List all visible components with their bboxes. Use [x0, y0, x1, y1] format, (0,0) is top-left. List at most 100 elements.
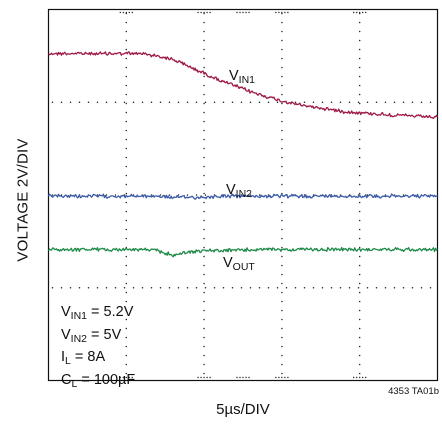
- grid-dot: [366, 287, 369, 289]
- grid-dot: [281, 327, 283, 330]
- grid-dot: [96, 194, 99, 196]
- grid-dot: [245, 376, 247, 379]
- grid-dot: [125, 12, 128, 15]
- grid-dot: [281, 174, 283, 177]
- grid-dot: [105, 287, 108, 289]
- grid-dot: [186, 101, 189, 104]
- grid-dot: [281, 246, 283, 249]
- grid-dot: [132, 287, 135, 289]
- grid-dot: [125, 75, 128, 78]
- grid-dot: [125, 147, 128, 150]
- grid-dot: [96, 101, 99, 104]
- grid-dot: [248, 11, 250, 14]
- grid-dot: [281, 138, 283, 141]
- grid-dot: [203, 66, 205, 69]
- grid-dot: [203, 75, 205, 78]
- grid-dot: [312, 287, 315, 289]
- grid-dot: [125, 376, 128, 379]
- grid-dot: [275, 11, 277, 14]
- grid-dot: [203, 11, 205, 14]
- grid-dot: [203, 48, 205, 51]
- grid-dot: [321, 287, 324, 289]
- grid-dot: [281, 237, 283, 240]
- grid-dot: [195, 194, 198, 196]
- trace-vin2: [47, 193, 438, 200]
- grid-dot: [87, 287, 90, 289]
- grid-dot: [203, 201, 205, 204]
- grid-dot: [69, 101, 72, 104]
- grid-dot: [358, 327, 361, 330]
- grid-dot: [203, 282, 205, 285]
- grid-dot: [203, 147, 205, 150]
- grid-dot: [125, 120, 128, 123]
- grid-dot: [125, 309, 128, 312]
- grid-dot: [281, 183, 283, 186]
- grid-dot: [159, 194, 162, 196]
- grid-dot: [203, 228, 205, 231]
- grid-dot: [114, 194, 117, 196]
- grid-dot: [358, 120, 361, 123]
- figure-id: 4353 TA01b: [388, 386, 439, 397]
- grid-dot: [356, 11, 358, 14]
- grid-dot: [204, 101, 207, 104]
- grid-dot: [186, 194, 189, 196]
- trace-vout: [47, 246, 438, 258]
- grid-dot: [203, 363, 205, 366]
- grid-dot: [125, 66, 128, 69]
- grid-dot: [125, 93, 128, 96]
- grid-dot: [125, 156, 128, 159]
- grid-dot: [240, 287, 243, 289]
- grid-dot: [203, 192, 205, 195]
- grid-dot: [358, 12, 361, 15]
- grid-dot: [281, 291, 283, 294]
- grid-dot: [321, 101, 324, 104]
- grid-dot: [125, 210, 128, 213]
- grid-dot: [362, 376, 364, 379]
- grid-dot: [281, 11, 283, 14]
- grid-dot: [287, 376, 289, 379]
- grid-dot: [236, 11, 238, 14]
- grid-dot: [365, 11, 367, 14]
- grid-dot: [276, 101, 279, 104]
- grid-dot: [303, 287, 306, 289]
- grid-dot: [281, 57, 283, 60]
- grid-dot: [281, 129, 283, 132]
- test-conditions: VIN1 = 5.2V VIN2 = 5V IL = 8A CL = 100µF: [61, 303, 135, 393]
- grid-dot: [281, 156, 283, 159]
- grid-dot: [222, 101, 225, 104]
- grid-dot: [358, 75, 361, 78]
- grid-dot: [357, 287, 360, 289]
- grid-dot: [125, 264, 128, 267]
- grid-dot: [358, 363, 361, 366]
- grid-dot: [203, 291, 205, 294]
- grid-dot: [281, 39, 283, 42]
- grid-dot: [203, 174, 205, 177]
- grid-dot: [429, 287, 432, 289]
- grid-dot: [203, 21, 205, 24]
- grid-dot: [281, 30, 283, 33]
- grid-dot: [125, 282, 128, 285]
- grid-dot: [284, 376, 286, 379]
- grid-dot: [281, 282, 283, 285]
- grid-dot: [358, 354, 361, 357]
- grid-dot: [356, 376, 358, 379]
- grid-dot: [203, 84, 205, 87]
- grid-dot: [358, 246, 361, 249]
- grid-dot: [125, 219, 128, 222]
- grid-dot: [281, 165, 283, 168]
- grid-dot: [278, 11, 280, 14]
- grid-dot: [203, 327, 205, 330]
- grid-dot: [358, 345, 361, 348]
- grid-dot: [51, 287, 54, 289]
- grid-dot: [366, 101, 369, 104]
- grid-dot: [429, 101, 432, 104]
- grid-dot: [213, 101, 216, 104]
- grid-dot: [275, 376, 277, 379]
- grid-dot: [287, 11, 289, 14]
- grid-dot: [123, 287, 126, 289]
- grid-dot: [114, 101, 117, 104]
- grid-dot: [203, 376, 205, 379]
- grid-dot: [365, 376, 367, 379]
- grid-dot: [358, 183, 361, 186]
- grid-dot: [258, 287, 261, 289]
